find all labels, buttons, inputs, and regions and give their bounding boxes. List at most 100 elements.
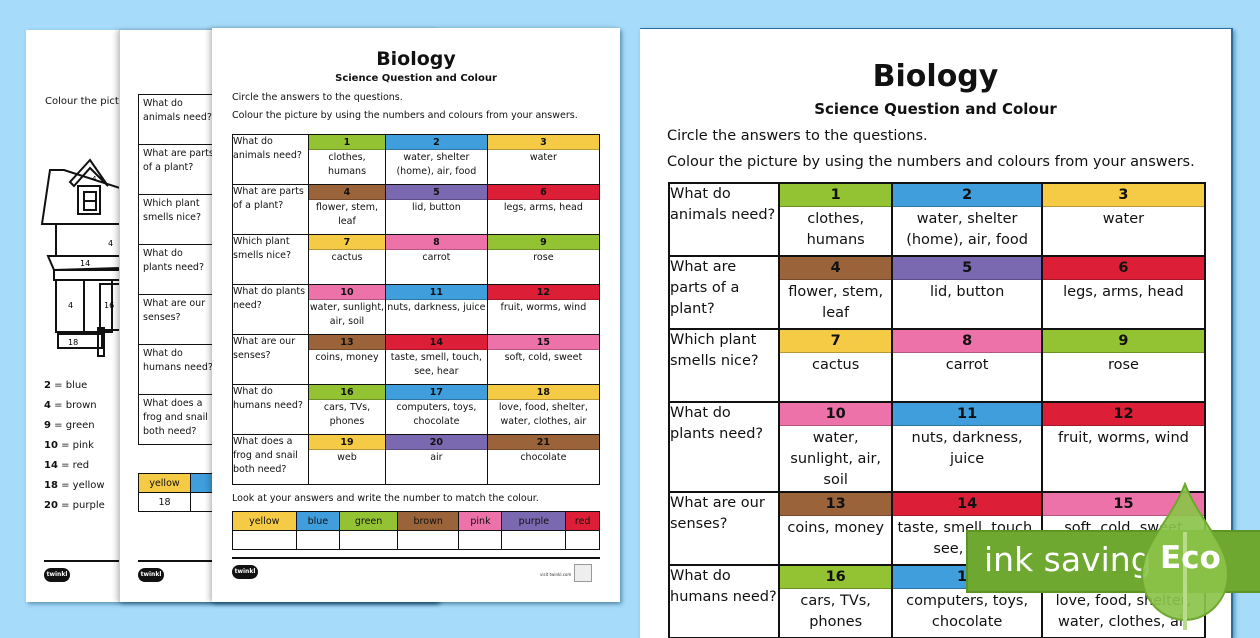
worksheet-page-front: Biology Science Question and Colour Circ… [212,28,620,602]
colour-header-yellow: yellow [232,511,297,531]
answer-option-cell[interactable]: 7 cactus [308,234,386,285]
answer-option-cell[interactable]: 5 lid, button [384,184,488,235]
answer-text: computers, toys, chocolate [396,402,477,427]
answer-option-cell[interactable]: 6 legs, arms, head [486,184,601,235]
colour-number-red: 12 [487,285,599,300]
answer-text: nuts, darkness, juice [387,302,486,313]
colour-header-yellow: yellow [138,473,191,493]
colour-number-brown: 4 [309,185,385,200]
answer-option-cell[interactable]: 14 taste, smell, touch, see, hear [384,334,488,385]
worksheet-page-zoomed: Biology Science Question and Colour Circ… [640,28,1233,638]
answer-option-cell[interactable]: 2 water, shelter (home), air, food [384,134,488,185]
question-cell: What do humans need? [668,564,780,638]
twinkl-logo: twinkl [44,568,70,582]
answer-option-cell[interactable]: 12 fruit, worms, wind [486,284,601,335]
answer-option-cell[interactable]: 10 water, sunlight, air, soil [308,284,386,335]
answer-option-cell[interactable]: 21 chocolate [486,434,601,485]
answer-text: cactus [331,252,363,263]
question-cell: What does a frog and snail both need? [232,434,309,485]
question-table: What do animals need? 1 clothes, humans 2 wa… [668,182,1207,638]
answer-option-cell[interactable]: 4 flower, stem, leaf [308,184,386,235]
colour-answer-cell[interactable] [232,530,297,550]
colour-number-pink: 8 [893,330,1041,353]
colour-answer-cell[interactable] [565,530,600,550]
instruction-circle: Circle the answers to the questions. [232,92,403,103]
answer-option-cell[interactable]: 1 clothes, humans [308,134,386,185]
colour-key-list: 2 = blue 4 = brown 9 = green 10 = pink 1… [44,376,105,516]
colour-number-green: 16 [780,566,892,589]
worksheet-title: Biology [872,59,999,94]
colour-answer-cell[interactable] [458,530,503,550]
colour-header-purple: purple [501,511,567,531]
colour-number-red: 6 [487,185,599,200]
colour-number-blue: 11 [893,403,1041,426]
colour-header-green: green [339,511,398,531]
question-cell: What does a frog and snail both need? [138,394,219,445]
answer-option-cell[interactable]: 3 water [1040,182,1207,257]
answer-option-cell[interactable]: 8 carrot [891,328,1043,403]
answer-option-cell[interactable]: 12 fruit, worms, wind [1040,401,1207,493]
question-row: What does a frog and snail both need? 19 w… [232,434,601,485]
question-row: What do animals need? 1 clothes, humans 2 wa… [668,182,1207,257]
answer-option-cell[interactable]: 18 love, food, shelter, water, clothes, a… [486,384,601,435]
answer-option-cell[interactable]: 9 rose [1040,328,1207,403]
answer-option-cell[interactable]: 19 web [308,434,386,485]
answer-option-cell[interactable]: 16 cars, TVs, phones [777,564,894,638]
answer-option-cell[interactable]: 2 water, shelter (home), air, food [891,182,1043,257]
answer-text: rose [1107,357,1139,373]
colour-number-purple: 5 [385,185,487,200]
colour-number-red: 14 [385,335,487,350]
answer-text: coins, money [315,352,379,363]
answer-option-cell[interactable]: 4 flower, stem, leaf [777,255,894,330]
colour-header-red: red [565,511,600,531]
key-item: 20 = purple [44,500,105,511]
worksheet-subtitle: Science Question and Colour [335,73,497,84]
question-row: What do plants need? 10 water, sunlight, a… [232,284,601,335]
answer-text: air [430,452,443,463]
answer-option-cell[interactable]: 8 carrot [384,234,488,285]
colour-number-red: 12 [1042,403,1204,426]
svg-text:16: 16 [104,301,114,310]
question-cell: What do humans need? [232,384,309,435]
answer-option-cell[interactable]: 17 computers, toys, chocolate [384,384,488,435]
colour-number-red: 6 [1042,257,1204,280]
colour-number-pink: 15 [1042,493,1204,516]
question-cell: What are our senses? [138,294,219,345]
question-cell: What do plants need? [668,401,780,493]
colour-answer-cell[interactable] [339,530,398,550]
answer-text: clothes, humans [327,152,367,177]
question-row: What are our senses? 13 coins, money 14 tast… [232,334,601,385]
answer-option-cell[interactable]: 6 legs, arms, head [1040,255,1207,330]
answer-option-cell[interactable]: 9 rose [486,234,601,285]
colour-answer-cell[interactable] [396,530,460,550]
questions-table: What do animals need? What are parts of … [138,94,219,445]
answer-text: water [529,152,557,163]
question-cell: What do animals need? [138,94,219,145]
colour-number-pink: 15 [487,335,599,350]
colour-number-yellow: 18 [487,385,599,400]
question-cell: Which plant smells nice? [232,234,309,285]
question-row: What do plants need? 10 water, sunlight, a… [668,401,1207,493]
answer-option-cell[interactable]: 15 soft, cold, sweet [486,334,601,385]
colour-answer-cell[interactable] [295,530,341,550]
answer-option-cell[interactable]: 5 lid, button [891,255,1043,330]
answer-option-cell[interactable]: 11 nuts, darkness, juice [384,284,488,335]
match-instruction: Look at your answers and write the numbe… [232,493,539,504]
colour-number-brown: 21 [487,435,599,450]
answer-option-cell[interactable]: 13 coins, money [308,334,386,385]
question-cell: Which plant smells nice? [668,328,780,403]
visit-twinkl-text: visit twinkl.com [540,572,572,577]
colour-answer-cell[interactable] [501,530,567,550]
eco-label: Eco [1160,540,1221,576]
answer-option-cell[interactable]: 16 cars, TVs, phones [308,384,386,435]
colour-number-green: 9 [487,235,599,250]
answer-option-cell[interactable]: 1 clothes, humans [777,182,894,257]
answer-option-cell[interactable]: 13 coins, money [777,491,894,566]
answer-option-cell[interactable]: 3 water [486,134,601,185]
answer-option-cell[interactable]: 20 air [384,434,488,485]
question-row: What are parts of a plant? 4 flower, stem,… [232,184,601,235]
answer-option-cell[interactable]: 10 water, sunlight, air, soil [777,401,894,493]
answer-option-cell[interactable]: 7 cactus [777,328,894,403]
answer-option-cell[interactable]: 11 nuts, darkness, juice [891,401,1043,493]
